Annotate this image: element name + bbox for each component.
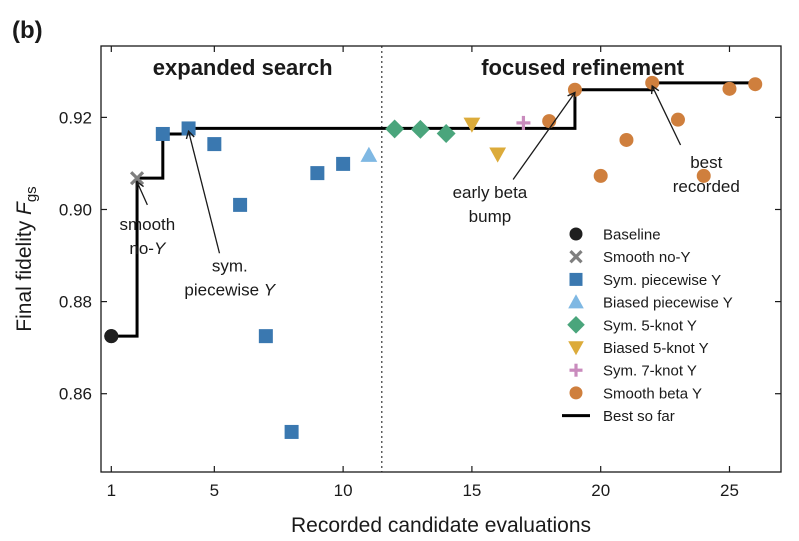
point-sym-7-knot-y xyxy=(516,115,531,130)
legend-label: Smooth no-Y xyxy=(603,249,691,266)
legend-item: Sym. 5-knot Y xyxy=(567,316,697,334)
point-biased-5-knot-y xyxy=(489,147,507,163)
annotation-text: early beta xyxy=(453,183,528,202)
point-biased-5-knot-y xyxy=(463,117,481,133)
x-axis-title: Recorded candidate evaluations xyxy=(291,514,591,537)
plot-area xyxy=(100,45,782,473)
y-tick-label: 0.86 xyxy=(59,385,92,404)
annotation-arrow xyxy=(650,84,682,146)
annotation-text: best xyxy=(690,153,722,172)
annotation-text: smooth xyxy=(119,215,175,234)
legend-label: Sym. 5-knot Y xyxy=(603,317,697,334)
legend-swatch xyxy=(569,363,583,377)
annotation-arrow xyxy=(512,91,576,180)
region-label: focused refinement xyxy=(481,55,685,80)
legend-item: Best so far xyxy=(562,408,675,425)
point-smooth-beta-y xyxy=(645,75,660,90)
annotation-arrow xyxy=(135,180,148,206)
y-axis-title-var: F xyxy=(13,201,36,215)
legend-label: Sym. 7-knot Y xyxy=(603,363,697,380)
point-biased-piecewise-y xyxy=(360,146,378,162)
legend-item: Biased 5-knot Y xyxy=(568,340,709,357)
point-sym-piecewise-y xyxy=(155,126,170,141)
legend-swatch xyxy=(569,250,583,264)
y-axis-title-text: Final fidelity xyxy=(13,215,36,332)
point-sym-piecewise-y xyxy=(336,156,351,171)
point-sym-piecewise-y xyxy=(233,197,248,212)
x-tick-label: 10 xyxy=(334,481,353,500)
legend-swatch xyxy=(569,227,583,241)
x-tick-label: 1 xyxy=(107,481,116,500)
point-smooth-beta-y xyxy=(748,77,763,92)
point-sym-5-knot-y xyxy=(436,124,456,143)
point-smooth-beta-y xyxy=(722,81,737,96)
legend-swatch xyxy=(567,316,585,334)
annotation-text: sym. xyxy=(212,257,248,276)
legend-swatch xyxy=(568,341,584,356)
point-sym-piecewise-y xyxy=(207,137,222,152)
legend-swatch xyxy=(569,272,583,286)
point-smooth-beta-y xyxy=(670,112,685,127)
point-smooth-beta-y xyxy=(696,168,711,183)
annotation-arrow xyxy=(185,129,221,254)
legend-label: Biased 5-knot Y xyxy=(603,340,709,357)
point-sym-piecewise-y xyxy=(284,424,299,439)
point-smooth-beta-y xyxy=(593,168,608,183)
x-tick-label: 5 xyxy=(210,481,219,500)
y-tick-label: 0.88 xyxy=(59,293,92,312)
y-tick-label: 0.90 xyxy=(59,200,92,219)
annotation-text: bump xyxy=(469,207,512,226)
x-tick-label: 15 xyxy=(462,481,481,500)
point-sym-5-knot-y xyxy=(385,119,405,139)
y-axis-title: Final fidelity Fgs xyxy=(13,186,40,331)
point-smooth-beta-y xyxy=(567,82,582,97)
point-sym-5-knot-y xyxy=(410,119,430,139)
point-sym-piecewise-y xyxy=(310,166,325,181)
panel-label: (b) xyxy=(12,17,43,44)
x-tick-label: 25 xyxy=(720,481,739,500)
point-smooth-beta-y xyxy=(619,132,634,147)
legend-item: Sym. piecewise Y xyxy=(569,272,721,289)
annotation-text: piecewise Y xyxy=(184,281,276,300)
legend-item: Baseline xyxy=(569,227,661,244)
x-tick-label: 20 xyxy=(591,481,610,500)
legend-swatch xyxy=(569,386,583,400)
y-axis-title-sub: gs xyxy=(23,186,40,202)
annotation-text: recorded xyxy=(673,177,740,196)
legend-item: Smooth no-Y xyxy=(569,249,691,266)
legend-label: Smooth beta Y xyxy=(603,385,702,402)
legend-label: Baseline xyxy=(603,227,661,244)
legend-item: Sym. 7-knot Y xyxy=(569,363,697,380)
region-label: expanded search xyxy=(153,55,333,80)
annotation-text: no-Y xyxy=(129,239,167,258)
legend-label: Best so far xyxy=(603,408,675,425)
point-sym-piecewise-y xyxy=(258,329,273,344)
y-tick-label: 0.92 xyxy=(59,108,92,127)
legend-label: Biased piecewise Y xyxy=(603,295,733,312)
legend-item: Smooth beta Y xyxy=(569,385,702,402)
legend: Baseline Smooth no-Y Sym. piecewise Y Biase… xyxy=(562,227,733,425)
legend-item: Biased piecewise Y xyxy=(568,294,733,312)
legend-swatch xyxy=(568,294,584,309)
point-baseline xyxy=(104,329,119,344)
legend-label: Sym. piecewise Y xyxy=(603,272,721,289)
